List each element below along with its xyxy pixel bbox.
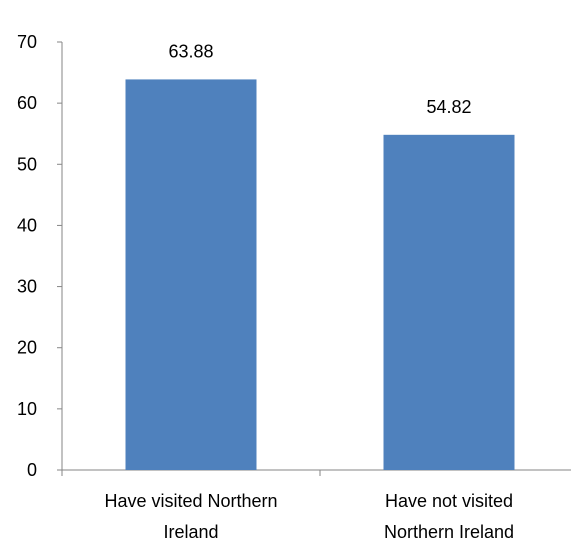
y-tick-label: 60 — [17, 93, 37, 113]
data-label: 63.88 — [168, 41, 213, 61]
bars — [125, 79, 515, 470]
bar — [125, 79, 257, 470]
y-tick-label: 20 — [17, 338, 37, 358]
y-tick-label: 40 — [17, 215, 37, 235]
category-label-line: Northern Ireland — [384, 522, 514, 542]
category-label-line: Have not visited — [385, 491, 513, 511]
category-label: Have visited Northern Ireland — [104, 491, 277, 542]
category-label-line: Ireland — [163, 522, 218, 542]
category-labels: Have visited Northern Ireland Have not vis… — [104, 491, 514, 542]
category-label: Have not visited Northern Ireland — [384, 491, 514, 542]
x-axis — [61, 469, 571, 476]
bar — [383, 134, 515, 470]
data-labels: 63.88 54.82 — [168, 41, 471, 116]
category-label-line: Have visited Northern — [104, 491, 277, 511]
y-tick-label: 0 — [27, 460, 37, 480]
data-label: 54.82 — [426, 97, 471, 117]
y-tick-label: 30 — [17, 277, 37, 297]
y-tick-label: 50 — [17, 154, 37, 174]
y-tick-label: 70 — [17, 32, 37, 52]
y-axis: 0 10 20 30 40 50 60 70 — [17, 32, 63, 480]
y-tick-label: 10 — [17, 399, 37, 419]
